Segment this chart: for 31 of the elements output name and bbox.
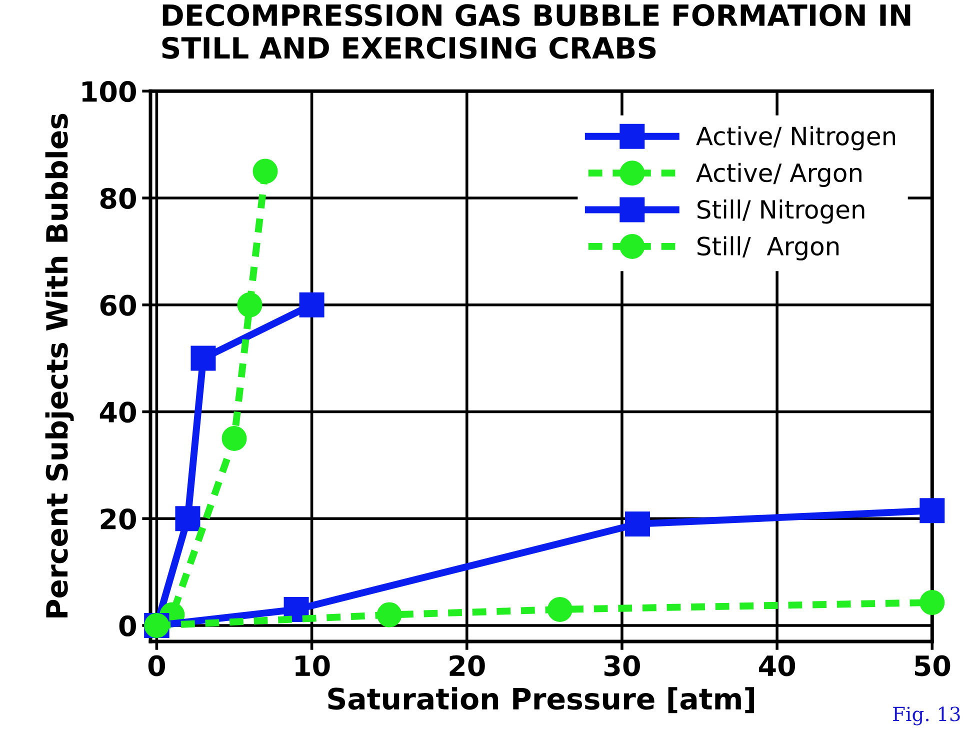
point — [222, 426, 247, 451]
x-tick-label: 30 — [604, 655, 640, 676]
point — [624, 511, 650, 536]
x-axis-title: Saturation Pressure [atm] — [328, 687, 754, 714]
x-tick-label: 10 — [296, 655, 330, 676]
x-tick-label: 0 — [148, 655, 166, 676]
legend-label: Still/ Nitrogen — [698, 200, 864, 224]
y-tick-label: 80 — [100, 188, 136, 209]
point — [920, 590, 945, 616]
point — [175, 506, 200, 532]
x-tick-label: 40 — [758, 655, 796, 676]
caption: Fig. 13 — [893, 706, 960, 726]
point — [547, 596, 572, 622]
y-tick-label: 0 — [119, 615, 136, 636]
point — [190, 346, 216, 371]
x-tick-label: 20 — [450, 655, 485, 676]
y-axis-title: Percent Subjects With Bubbles — [45, 114, 74, 618]
y-tick-label: 60 — [100, 294, 136, 316]
point — [252, 158, 278, 184]
point — [299, 292, 324, 318]
y-tick-label: 40 — [100, 402, 136, 423]
point — [376, 602, 402, 628]
y-tick-label: 100 — [82, 81, 136, 102]
legend-label: Active/ Nitrogen — [696, 126, 896, 150]
point — [920, 498, 945, 524]
x-tick-label: 50 — [914, 655, 950, 676]
point — [237, 292, 262, 318]
legend-label: Still/ Argon — [698, 236, 839, 260]
legend-label: Active/ Argon — [696, 162, 862, 188]
chart-title: DECOMPRESSION GAS BUBBLE FORMATION IN STILL AND EXERCISING CRABS — [162, 4, 910, 59]
y-tick-label: 20 — [100, 508, 136, 530]
